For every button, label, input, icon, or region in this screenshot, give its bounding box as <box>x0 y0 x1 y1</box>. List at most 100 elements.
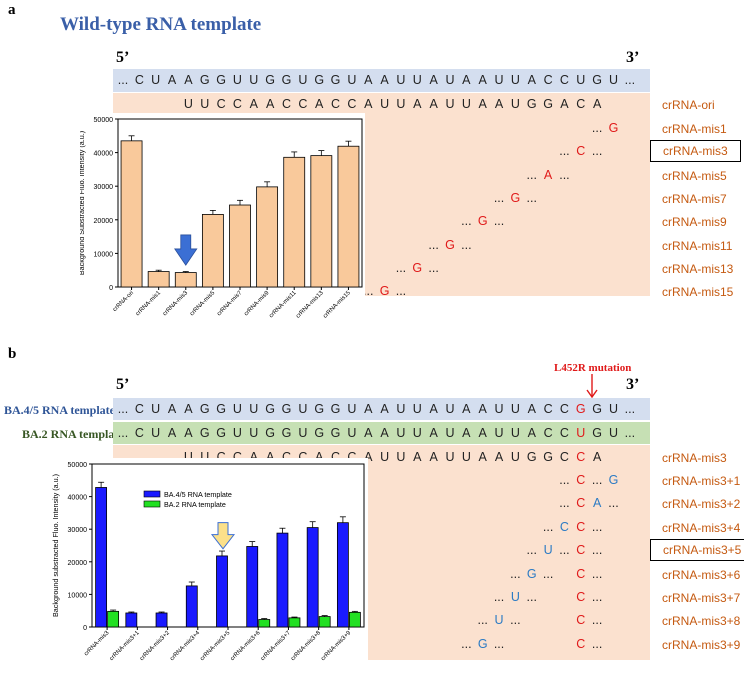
ba2-template-label: BA.2 RNA template <box>22 427 124 441</box>
sequence-ellipsis: ... <box>461 237 472 252</box>
template-nucleotide: U <box>445 73 455 87</box>
row-label-crrna-mis13: crRNA-mis13 <box>662 261 734 276</box>
template-nucleotide: G <box>314 73 325 87</box>
ba45-nucleotide: A <box>167 402 177 416</box>
ba2-nucleotide: G <box>216 426 226 440</box>
row-label-crrna-mis3-plus-1: crRNA-mis3+1 <box>662 474 741 488</box>
crrna-nucleotide: U <box>510 97 520 111</box>
chart-b-bar <box>306 527 319 628</box>
ba2-nucleotide: A <box>462 426 471 440</box>
ba45-template-label: BA.4/5 RNA template <box>4 403 115 417</box>
mis3-nucleotide: C <box>576 590 586 604</box>
sequence-ellipsis: ... <box>526 167 537 182</box>
crrna-nucleotide: A <box>478 450 487 464</box>
ba45-nucleotide: A <box>429 402 438 416</box>
added-mismatch-nucleotide: U <box>510 590 520 604</box>
sequence-ellipsis: ... <box>477 613 488 628</box>
crrna-nucleotide: G <box>526 450 537 464</box>
row-label-crrna-mis7: crRNA-mis7 <box>662 191 727 206</box>
chart-a-x-tick-label: crRNA-ori <box>112 290 135 313</box>
mis3-nucleotide: C <box>576 543 586 558</box>
template-nucleotide: U <box>608 73 619 87</box>
sequence-ellipsis: ... <box>461 636 472 651</box>
crrna-nucleotide: A <box>249 97 258 111</box>
crrna-nucleotide: U <box>200 450 210 464</box>
template-nucleotide: G <box>281 73 292 87</box>
mutation-label: L452R mutation <box>554 362 632 374</box>
sequence-ellipsis: ... <box>510 613 521 628</box>
panel-b-ba45-band <box>113 398 650 420</box>
chart-b-y-axis-label: Background substracted Fluo. Intensity (… <box>51 474 60 617</box>
panel-b-chart: 0 10000 20000 30000 40000 50000 Background sub… <box>50 458 368 670</box>
panel-a-bar-chart: 0 10000 20000 30000 40000 50000 Background Sub… <box>77 117 363 320</box>
ba45-nucleotide: U <box>151 402 161 416</box>
template-nucleotide: G <box>330 73 341 87</box>
mismatch-nucleotide: G <box>608 121 619 135</box>
crrna-nucleotide: A <box>413 97 422 111</box>
ba45-nucleotide: U <box>608 402 619 416</box>
panel-b-five-prime: 5’ <box>116 376 130 393</box>
crrna-nucleotide: A <box>315 450 324 464</box>
crrna-nucleotide: U <box>380 450 390 464</box>
crrna-nucleotide: A <box>560 97 569 111</box>
template-nucleotide: G <box>199 73 210 87</box>
chart-b-y-tick-label: 10000 <box>68 592 88 599</box>
row-label-crrna-mis11: crRNA-mis11 <box>662 238 733 253</box>
sequence-ellipsis: ... <box>493 190 505 205</box>
crrna-nucleotide: A <box>265 450 275 464</box>
mis3-nucleotide: C <box>576 566 586 581</box>
chart-b-x-tick-label: crRNA-mis3+9 <box>320 630 352 662</box>
ba45-nucleotide: G <box>592 402 602 416</box>
ba45-nucleotide: U <box>232 402 242 416</box>
template-nucleotide: G <box>265 73 275 87</box>
ba45-nucleotide: A <box>184 402 193 416</box>
crrna-nucleotide: C <box>216 97 226 111</box>
template-nucleotide: U <box>510 73 520 87</box>
sequence-ellipsis: ... <box>428 260 439 275</box>
mutation-arrow-icon <box>586 374 598 399</box>
crrna-nucleotide: U <box>396 97 406 111</box>
template-nucleotide: A <box>380 73 389 87</box>
ba2-nucleotide: U <box>347 426 357 440</box>
sequence-ellipsis: ... <box>493 590 505 604</box>
mismatch-nucleotide: G <box>510 190 521 205</box>
chart-b-bar <box>276 532 289 628</box>
ba2-nucleotide: C <box>559 426 569 440</box>
crrna-nucleotide: C <box>232 450 242 464</box>
crrna-nucleotide: C <box>298 97 308 111</box>
sequence-ellipsis: ... <box>526 190 537 205</box>
ba2-nucleotide: U <box>396 426 406 440</box>
panel-b-bar-chart: 0 10000 20000 30000 40000 50000 Background sub… <box>51 462 365 662</box>
crrna-nucleotide: C <box>298 450 308 464</box>
added-mismatch-nucleotide: G <box>477 636 488 651</box>
ba45-nucleotide: A <box>527 402 536 416</box>
chart-a-x-tick-label: crRNA-mis5 <box>189 290 217 318</box>
added-mismatch-nucleotide: A <box>592 496 602 511</box>
ba45-nucleotide: G <box>575 402 586 416</box>
legend-swatch <box>143 490 161 498</box>
chart-b-x-tick-label: crRNA-mis3+2 <box>139 630 171 662</box>
chart-a-bar <box>120 140 143 288</box>
chart-a-y-tick-label: 40000 <box>94 151 114 158</box>
crrna-nucleotide: A <box>265 97 275 111</box>
chart-a-bar <box>256 186 279 288</box>
ba45-nucleotide: C <box>543 402 553 416</box>
sequence-ellipsis: ... <box>493 214 505 229</box>
legend-swatch <box>143 500 161 508</box>
crrna-nucleotide: C <box>576 97 586 111</box>
ba2-nucleotide: A <box>167 426 177 440</box>
chart-b-y-tick-label: 30000 <box>68 527 88 534</box>
crrna-nucleotide: C <box>347 450 357 464</box>
crrna-nucleotide: U <box>183 97 193 111</box>
ba45-nucleotide: C <box>134 402 144 416</box>
template-nucleotide: ... <box>624 73 636 87</box>
crrna-nucleotide: A <box>494 97 504 111</box>
crrna-nucleotide: C <box>232 97 242 111</box>
row-label-crrna-mis3-plus-7: crRNA-mis3+7 <box>662 591 741 605</box>
sequence-ellipsis: ... <box>542 519 554 534</box>
crrna-nucleotide: C <box>559 450 569 464</box>
ba2-nucleotide: A <box>478 426 487 440</box>
ba2-nucleotide: U <box>298 426 308 440</box>
added-mismatch-nucleotide: C <box>559 519 569 534</box>
sequence-ellipsis: ... <box>461 214 472 229</box>
